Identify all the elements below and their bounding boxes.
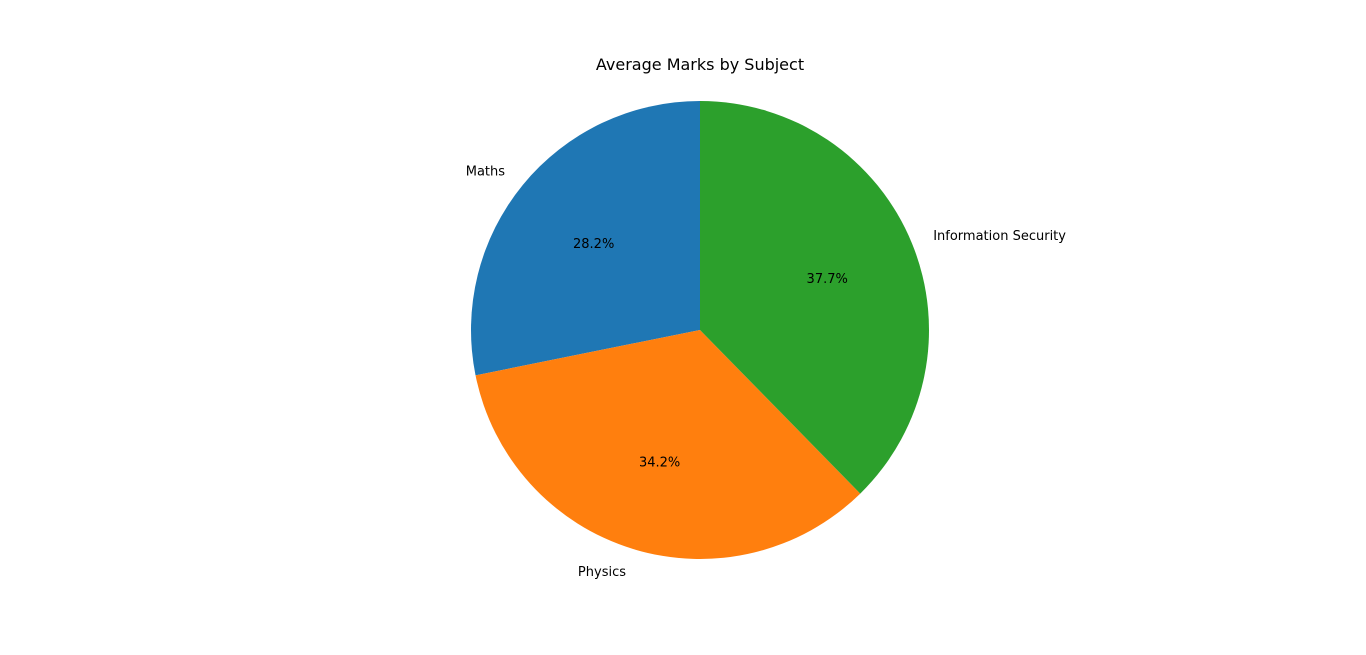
pie-slice-maths — [471, 101, 700, 376]
slice-label-maths: Maths — [466, 164, 506, 179]
slice-label-physics: Physics — [578, 565, 626, 580]
slice-percent-information-security: 37.7% — [807, 272, 848, 287]
chart-title: Average Marks by Subject — [596, 55, 804, 74]
pie-slices — [471, 101, 929, 559]
slice-percent-physics: 34.2% — [639, 455, 680, 470]
pie-slice-physics — [475, 330, 861, 559]
pie-labels: Maths 28.2% Physics 34.2% Information Securi… — [466, 164, 1067, 579]
slice-percent-maths: 28.2% — [573, 237, 614, 252]
pie-slice-information-security — [700, 101, 929, 494]
slice-label-information-security: Information Security — [933, 229, 1066, 244]
